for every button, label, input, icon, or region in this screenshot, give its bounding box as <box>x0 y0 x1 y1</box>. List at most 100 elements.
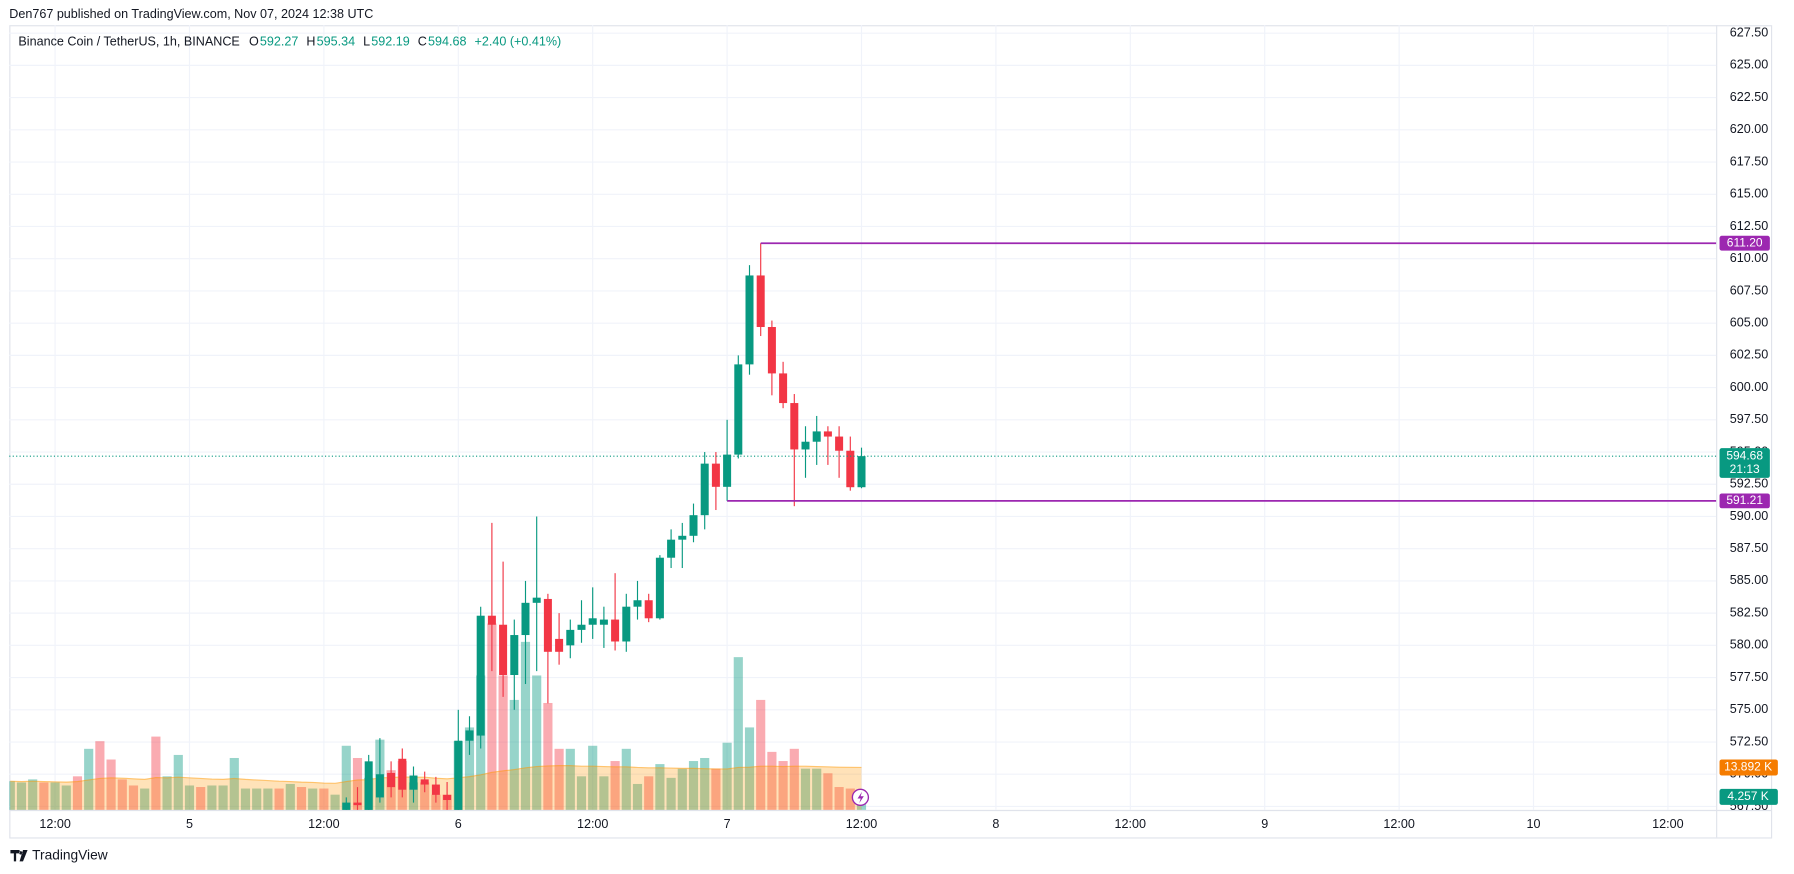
candle-body <box>678 535 687 540</box>
y-tick-label: 622.50 <box>1730 90 1768 104</box>
plot-area <box>9 243 867 810</box>
symbol-title: Binance Coin / TetherUS, 1h, BINANCE <box>18 35 239 49</box>
volume-bar <box>173 754 183 810</box>
y-tick-label: 607.50 <box>1730 283 1768 297</box>
candle-body <box>700 463 709 516</box>
volume-bar <box>520 641 531 810</box>
volume-tag-label: 4.257 K <box>1727 789 1768 803</box>
candle-body <box>577 624 586 630</box>
level-tag <box>1719 493 1770 509</box>
y-tick-label: 572.50 <box>1730 734 1768 748</box>
volume-bar <box>72 776 83 810</box>
volume-tag <box>1719 788 1778 805</box>
candle-body <box>375 774 384 798</box>
volume-bar <box>84 748 94 810</box>
candle-body <box>756 275 765 328</box>
x-tick-label: 6 <box>455 817 462 831</box>
y-tick-label: 582.50 <box>1730 605 1768 619</box>
volume-bar <box>711 768 721 810</box>
y-tick-label: 585.00 <box>1730 573 1768 587</box>
candle-body <box>465 730 474 741</box>
x-tick-label: 7 <box>724 817 731 831</box>
volume-bar <box>252 788 262 810</box>
candle-body <box>431 784 440 795</box>
volume-bar <box>308 788 318 810</box>
volume-bar <box>420 782 430 810</box>
volume-bar <box>140 788 150 810</box>
candle-body <box>812 431 821 442</box>
x-tick-label: 12:00 <box>1383 817 1414 831</box>
volume-bar <box>644 776 654 810</box>
candle-body <box>521 602 530 636</box>
volume-bar <box>464 727 475 810</box>
level-tag <box>1719 235 1770 251</box>
candle-body <box>476 615 485 736</box>
ohlc-label: L <box>363 35 370 49</box>
x-tick-label: 5 <box>186 817 193 831</box>
candle-body <box>543 598 552 652</box>
y-tick-label: 612.50 <box>1730 219 1768 233</box>
x-tick-label: 12:00 <box>308 817 339 831</box>
volume-bar <box>341 745 351 810</box>
volume-bar <box>845 788 855 810</box>
volume-bar <box>778 761 788 810</box>
volume-bar <box>162 776 172 810</box>
ohlc-value: 592.19 <box>371 35 409 49</box>
volume-tag-label: 13.892 K <box>1724 760 1772 774</box>
y-tick-label: 625.00 <box>1730 58 1768 72</box>
x-tick-label: 12:00 <box>1115 817 1146 831</box>
candle-body <box>734 364 743 455</box>
candle-body <box>667 539 676 558</box>
logo-icon <box>10 849 28 862</box>
volume-bar <box>50 782 60 810</box>
candle-body <box>846 450 855 488</box>
candle-body <box>487 615 496 625</box>
y-tick-label: 617.50 <box>1730 154 1768 168</box>
ohlc-value: 592.27 <box>260 35 298 49</box>
change-label: +2.40 (+0.41%) <box>474 35 561 49</box>
candle-body <box>387 772 396 788</box>
volume-bar <box>28 779 38 810</box>
volume-bar <box>509 699 519 810</box>
volume-bar <box>834 787 844 810</box>
ohlc-value: 595.34 <box>317 35 355 49</box>
candle-body <box>454 740 463 810</box>
y-tick-label: 610.00 <box>1730 251 1768 265</box>
volume-bar <box>16 782 27 810</box>
volume-bar <box>610 761 620 810</box>
candle-body <box>823 431 832 437</box>
y-tick-label: 620.00 <box>1730 122 1768 136</box>
volume-bar <box>117 779 127 810</box>
x-tick-label: 9 <box>1261 817 1268 831</box>
volume-bar <box>296 787 307 810</box>
volume-bar <box>812 768 822 810</box>
countdown: 21:13 <box>1730 462 1760 476</box>
volume-bar <box>677 768 687 810</box>
last-price-label: 594.68 <box>1726 448 1763 462</box>
x-tick-label: 12:00 <box>39 817 70 831</box>
candle-body <box>767 327 776 374</box>
candle-body <box>599 619 608 625</box>
ohlc-value: 594.68 <box>428 35 466 49</box>
volume-bar <box>655 764 665 810</box>
volume-bar <box>632 783 643 810</box>
volume-tag <box>1719 759 1778 776</box>
footer-brand: TradingView <box>32 847 108 862</box>
volume-bar <box>800 768 811 810</box>
y-tick-label: 597.50 <box>1730 412 1768 426</box>
candle-body <box>779 373 788 404</box>
y-tick-label: 587.50 <box>1730 541 1768 555</box>
candle-body <box>745 275 754 365</box>
volume-bar <box>274 788 284 810</box>
x-tick-label: 12:00 <box>846 817 877 831</box>
candle-body <box>611 619 620 642</box>
candle-body <box>353 802 362 806</box>
candle-body <box>655 557 664 619</box>
volume-bar <box>666 777 676 810</box>
x-tick-label: 8 <box>992 817 999 831</box>
volume-bar <box>39 782 49 810</box>
volume-bar <box>352 757 363 810</box>
x-tick-label: 12:00 <box>577 817 608 831</box>
volume-bar <box>106 759 116 810</box>
